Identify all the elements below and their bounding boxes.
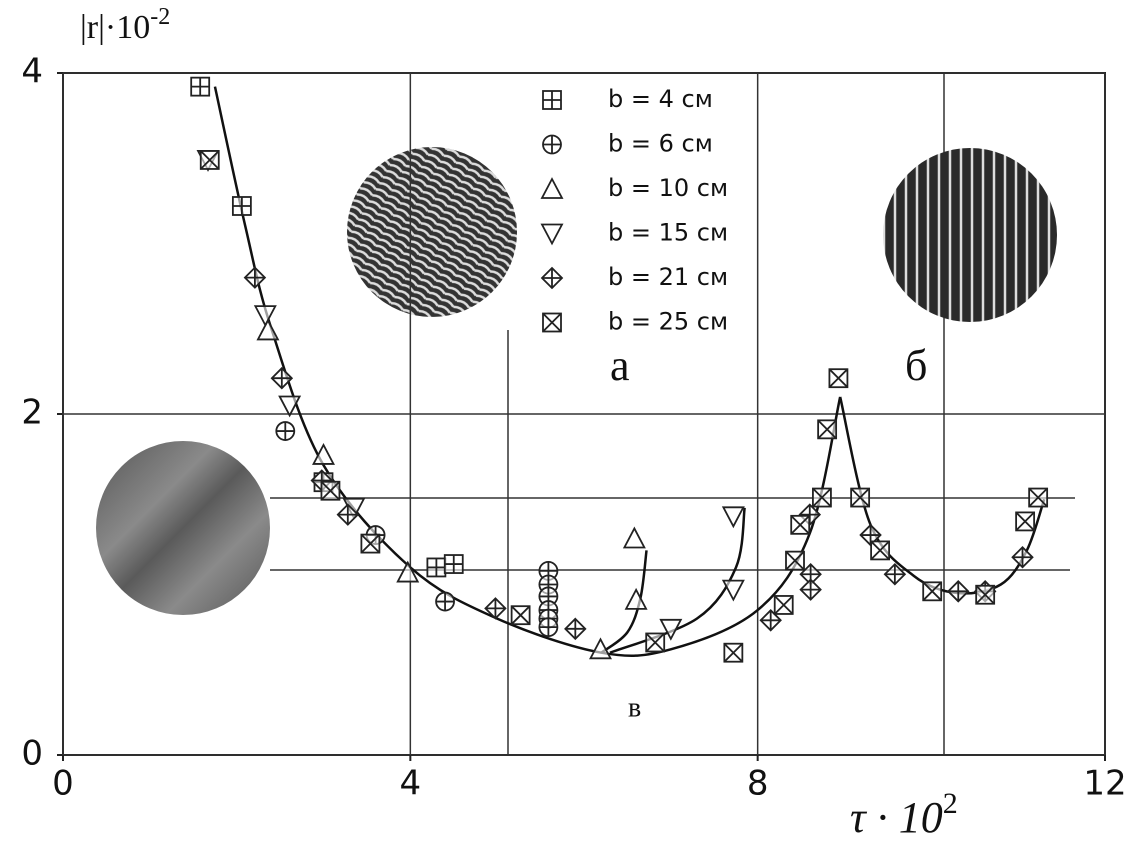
annotation: в <box>628 692 641 723</box>
photo-a <box>347 147 517 317</box>
y-axis-label: |r|·10-2 <box>80 4 170 46</box>
marker-part <box>626 590 646 609</box>
point <box>436 593 454 611</box>
point <box>512 606 530 624</box>
marker-part <box>255 306 275 325</box>
point <box>723 507 743 526</box>
point <box>801 580 821 600</box>
legend-marker <box>543 91 561 109</box>
legend-marker <box>542 225 562 244</box>
x-tick-label: 8 <box>747 764 769 804</box>
point <box>539 618 557 636</box>
annotation: а <box>610 341 630 390</box>
legend-marker <box>542 268 562 288</box>
x-label-exp: 2 <box>943 787 958 820</box>
x-label-base: τ · 10 <box>850 793 943 842</box>
marker-part <box>258 320 278 339</box>
point <box>818 420 836 438</box>
legend-label: b = 25 см <box>608 308 728 336</box>
y-tick-label: 2 <box>21 393 43 433</box>
x-tick-label: 4 <box>400 764 422 804</box>
point <box>233 197 251 215</box>
point <box>201 151 219 169</box>
point <box>258 320 278 339</box>
point <box>445 555 463 573</box>
point <box>1013 547 1033 567</box>
marker-part <box>948 581 968 601</box>
y-label-base: |r|·10 <box>80 9 150 46</box>
legend-marker <box>543 314 561 332</box>
point <box>948 581 968 601</box>
marker-part <box>624 528 644 547</box>
point <box>923 582 941 600</box>
y-tick-label: 0 <box>21 734 43 774</box>
marker-part <box>723 581 743 600</box>
point <box>565 619 585 639</box>
point <box>813 489 831 507</box>
point <box>775 596 793 614</box>
x-tick-label: 12 <box>1083 764 1126 804</box>
marker-part <box>801 580 821 600</box>
point <box>1029 489 1047 507</box>
photo-v <box>96 441 270 615</box>
y-label-exp: -2 <box>150 4 170 30</box>
x-tick-label: 0 <box>52 764 74 804</box>
point <box>276 422 294 440</box>
point <box>786 552 804 570</box>
marker-part <box>542 225 562 244</box>
marker-part <box>723 507 743 526</box>
y-tick-label: 4 <box>21 52 43 92</box>
point <box>191 78 209 96</box>
legend-label: b = 6 см <box>608 130 713 158</box>
point <box>255 306 275 325</box>
annotation: б <box>905 341 927 390</box>
point <box>723 581 743 600</box>
point <box>851 489 869 507</box>
marker-part <box>1013 547 1033 567</box>
marker-part <box>542 179 562 198</box>
legend-label: b = 4 см <box>608 85 713 113</box>
chart: |r|·10-2 τ · 102 а б в 02404812b = 4 смb… <box>0 0 1136 844</box>
legend-marker <box>542 179 562 198</box>
legend-label: b = 15 см <box>608 219 728 247</box>
point <box>321 482 339 500</box>
fit-curve <box>840 397 1044 593</box>
point <box>646 633 664 651</box>
marker-part <box>245 268 265 288</box>
legend-label: b = 21 см <box>608 263 728 291</box>
point <box>871 541 889 559</box>
point <box>724 644 742 662</box>
point <box>976 586 994 604</box>
point <box>829 369 847 387</box>
point <box>791 516 809 534</box>
point <box>245 268 265 288</box>
point <box>626 590 646 609</box>
photo-b <box>883 148 1057 322</box>
legend-marker <box>543 136 561 154</box>
legend-label: b = 10 см <box>608 174 728 202</box>
point <box>1016 512 1034 530</box>
point <box>427 558 445 576</box>
x-axis-label: τ · 102 <box>850 787 958 842</box>
point <box>361 535 379 553</box>
marker-part <box>565 619 585 639</box>
point <box>624 528 644 547</box>
marker-part <box>542 268 562 288</box>
